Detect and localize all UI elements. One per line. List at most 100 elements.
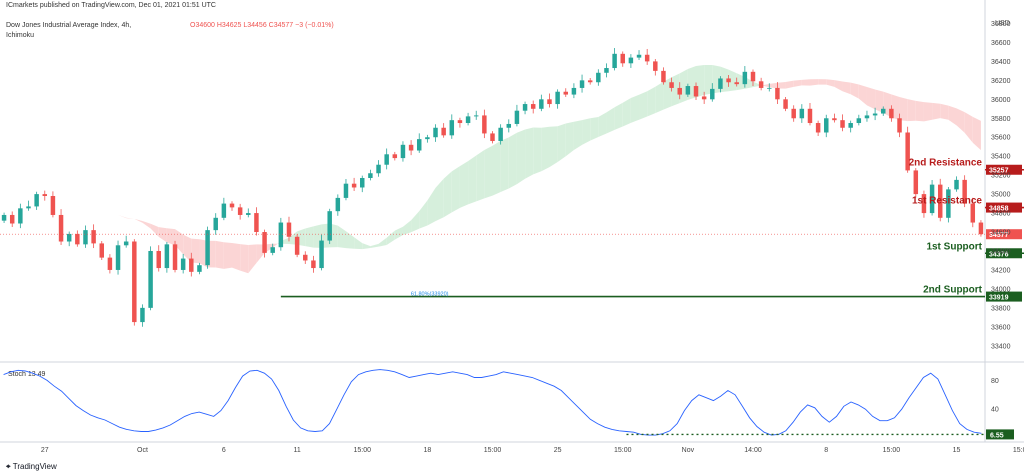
- time-tick-label: Nov: [682, 447, 695, 454]
- cloud-segment: [370, 243, 379, 248]
- cloud-segment: [443, 171, 452, 218]
- cloud-segment: [158, 227, 167, 243]
- candle-body: [384, 154, 389, 165]
- cloud-segment: [557, 123, 566, 163]
- ichimoku-cloud: [52, 64, 981, 274]
- candle-body: [262, 232, 267, 253]
- candle-body: [246, 213, 251, 215]
- candle-body: [742, 71, 748, 85]
- cloud-segment: [614, 102, 623, 130]
- cloud-segment: [248, 244, 257, 274]
- cloud-segment: [964, 112, 973, 143]
- cloud-segment: [850, 82, 859, 99]
- cloud-segment: [402, 220, 412, 236]
- cloud-segment: [639, 91, 648, 120]
- cloud-segment: [345, 231, 355, 249]
- support-resistance-levels: 34577 2nd Resistance 35257 1st Resistance 34…: [0, 158, 1024, 302]
- tradingview-logo[interactable]: ⌖ TradingView: [6, 462, 57, 472]
- candle-body: [954, 179, 959, 190]
- cloud-segment: [459, 161, 469, 208]
- candle-body: [547, 99, 552, 105]
- time-tick-label: 15:00: [883, 447, 901, 454]
- cloud-segment: [565, 121, 574, 157]
- candle-body: [832, 118, 837, 121]
- candle-body: [457, 120, 463, 124]
- candle-body: [653, 61, 658, 71]
- price-axis[interactable]: 33400 33600 33800 34000 34200 34400 34600 34800…: [991, 21, 1011, 350]
- cloud-segment: [769, 82, 778, 89]
- candle-body: [164, 244, 170, 269]
- candle-body: [905, 132, 910, 171]
- candle-body: [881, 108, 886, 114]
- time-tick-label: 15:00: [614, 447, 632, 454]
- candle-body: [197, 265, 202, 272]
- candle-body: [107, 257, 113, 270]
- cloud-segment: [704, 64, 713, 95]
- cloud-segment: [215, 240, 224, 269]
- candle-body: [872, 113, 878, 116]
- ohlc-readout: O34600 H34625 L34456 C34577 −3 (−0.01%): [190, 22, 334, 29]
- ohlc-high: H34625: [216, 22, 242, 29]
- cloud-segment: [232, 242, 241, 271]
- candle-body: [498, 127, 503, 142]
- candle-body: [416, 139, 422, 151]
- candle-body: [473, 115, 479, 117]
- price-tick-label: 36800: [991, 21, 1011, 28]
- price-tick-label: 33800: [991, 305, 1011, 312]
- candle-body: [555, 91, 560, 105]
- candle-body: [864, 115, 870, 119]
- currency-label: USD: [995, 20, 1010, 27]
- support-label: 1st Support: [926, 241, 982, 252]
- candle-body: [441, 127, 446, 136]
- tradingview-brand: TradingView: [12, 462, 57, 471]
- candle-body: [1, 214, 7, 221]
- candle-body: [734, 82, 739, 85]
- price-tick-label: 34200: [991, 267, 1011, 274]
- candle-body: [335, 197, 341, 212]
- cloud-segment: [411, 211, 420, 233]
- cloud-segment: [915, 100, 924, 122]
- candle-body: [970, 203, 976, 223]
- candle-body: [425, 137, 430, 140]
- candle-body: [408, 144, 414, 151]
- price-tick-label: 34600: [991, 230, 1011, 237]
- cloud-segment: [948, 105, 957, 126]
- candle-body: [913, 170, 919, 195]
- ohlc-change: −3 (−0.01%): [295, 22, 334, 29]
- time-axis[interactable]: 27 Oct 6 11 15:00 18 15:00 25 15:00 Nov 14:00 8 15:0…: [41, 447, 1024, 454]
- cloud-segment: [435, 178, 444, 222]
- candle-body: [628, 57, 634, 64]
- candle-body: [303, 254, 308, 261]
- candle-body: [539, 99, 544, 109]
- candle-body: [66, 233, 72, 242]
- candle-body: [840, 120, 845, 128]
- cloud-segment: [630, 94, 640, 123]
- candle-body: [205, 230, 210, 266]
- cloud-segment: [427, 187, 436, 226]
- candle-body: [815, 123, 821, 133]
- candle-body: [579, 80, 585, 88]
- candle-body: [701, 96, 707, 100]
- ohlc-low: L34456: [243, 22, 267, 29]
- candle-body: [270, 247, 275, 253]
- candle-body: [710, 88, 715, 100]
- time-tick-label: 15:00: [484, 447, 502, 454]
- time-tick-label: 14:00: [744, 447, 762, 454]
- stochastic-pane: 40 80 Stoch 13 49 6.55: [3, 369, 1014, 440]
- cloud-segment: [622, 97, 631, 127]
- cloud-segment: [134, 218, 143, 223]
- candle-body: [929, 184, 935, 214]
- support-price-tag: [986, 248, 1022, 259]
- time-tick-label: 8: [824, 447, 828, 454]
- cloud-segment: [858, 84, 867, 106]
- price-tick-label: 35600: [991, 135, 1011, 142]
- candle-body: [587, 80, 593, 83]
- cloud-segment: [468, 155, 477, 205]
- candle-body: [530, 104, 536, 109]
- cloud-segment: [549, 126, 558, 168]
- candle-body: [433, 127, 438, 138]
- candle-body: [791, 108, 796, 119]
- cloud-segment: [166, 228, 176, 246]
- price-tick-label: 35000: [991, 192, 1011, 199]
- symbol-title: Dow Jones Industrial Average Index, 4h,: [6, 22, 132, 29]
